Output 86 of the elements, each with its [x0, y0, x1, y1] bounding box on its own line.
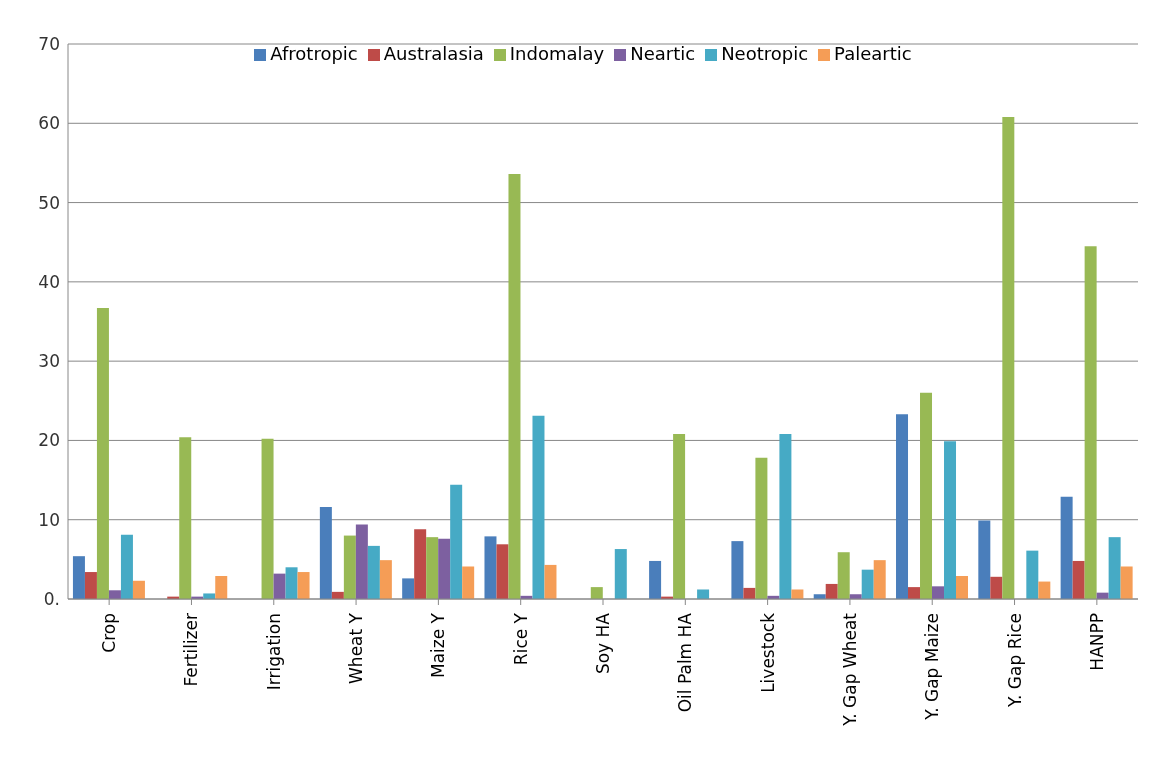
bar — [755, 457, 768, 599]
bar — [649, 560, 662, 599]
y-tick-label: 10 — [38, 509, 60, 530]
bar — [484, 536, 497, 599]
bar — [532, 415, 545, 599]
bar — [343, 535, 356, 599]
bar — [673, 434, 686, 599]
y-tick-label: 30 — [38, 351, 60, 372]
bar — [261, 438, 274, 599]
bar — [873, 560, 886, 599]
x-tick-label: HANPP — [1086, 613, 1107, 671]
bar — [179, 437, 192, 599]
x-tick-label: Crop — [99, 613, 120, 653]
y-tick-label: 0. — [43, 589, 60, 610]
bar — [1108, 537, 1121, 599]
bar — [508, 174, 521, 599]
bar — [590, 587, 603, 599]
bar — [1072, 560, 1085, 599]
y-tick-label: 60 — [38, 113, 60, 134]
bar — [932, 586, 945, 599]
bar — [72, 556, 85, 599]
bar — [402, 578, 415, 599]
bar — [908, 587, 921, 599]
bar — [791, 589, 804, 599]
bar — [462, 566, 475, 599]
bar — [450, 484, 463, 599]
bar — [978, 520, 991, 599]
bar — [1002, 116, 1015, 599]
bar — [861, 569, 874, 599]
y-tick-label: 20 — [38, 430, 60, 451]
bar — [731, 541, 744, 599]
y-tick-label: 40 — [38, 271, 60, 292]
bar — [215, 576, 228, 599]
bar — [697, 589, 710, 599]
x-tick-label: Fertilizer — [181, 613, 202, 687]
bar — [297, 572, 310, 599]
bar — [108, 590, 121, 599]
legend-label: Neartic — [630, 43, 696, 64]
bar — [1084, 246, 1097, 599]
bar — [779, 434, 792, 599]
x-tick-label: Livestock — [757, 612, 778, 693]
bar — [438, 538, 451, 599]
bar — [285, 567, 298, 599]
y-tick-label: 70 — [38, 34, 60, 55]
bar — [1120, 566, 1133, 599]
bar — [544, 564, 557, 599]
bar — [84, 572, 97, 599]
bar — [379, 560, 392, 599]
bar — [203, 593, 216, 599]
bar — [355, 524, 368, 599]
bar — [496, 544, 509, 599]
bar — [120, 534, 133, 599]
x-tick-label: Y. Gap Rice — [1004, 613, 1025, 708]
bar — [825, 583, 838, 599]
bar — [743, 587, 756, 599]
x-tick-label: Oil Palm HA — [675, 612, 696, 713]
legend-label: Afrotropic — [270, 43, 358, 64]
bar — [896, 414, 909, 599]
bar — [944, 441, 957, 599]
legend-label: Neotropic — [721, 43, 809, 64]
bar — [956, 576, 969, 599]
x-tick-label: Wheat Y — [346, 612, 367, 684]
bar — [1038, 581, 1051, 599]
x-tick-label: Soy HA — [593, 612, 613, 675]
bar — [319, 507, 332, 599]
bar — [837, 552, 850, 599]
legend-label: Indomalay — [509, 43, 605, 64]
bar — [990, 576, 1003, 599]
y-tick-label: 50 — [38, 192, 60, 213]
bar — [132, 580, 145, 599]
bar — [96, 308, 109, 599]
bar — [414, 529, 427, 599]
x-tick-label: Y. Gap Maize — [922, 613, 943, 721]
bar — [1026, 550, 1039, 599]
bar — [920, 392, 933, 599]
x-tick-label: Rice Y — [510, 612, 531, 666]
legend-label: Australasia — [383, 43, 484, 64]
bar — [273, 573, 286, 599]
bar — [1060, 496, 1073, 599]
bar — [614, 549, 627, 599]
x-tick-label: Maize Y — [428, 612, 449, 678]
x-tick-label: Y. Gap Wheat — [839, 612, 860, 727]
x-tick-label: Irrigation — [263, 613, 284, 691]
legend-label: Paleartic — [834, 43, 912, 64]
bar — [367, 545, 380, 599]
bar — [426, 537, 439, 599]
